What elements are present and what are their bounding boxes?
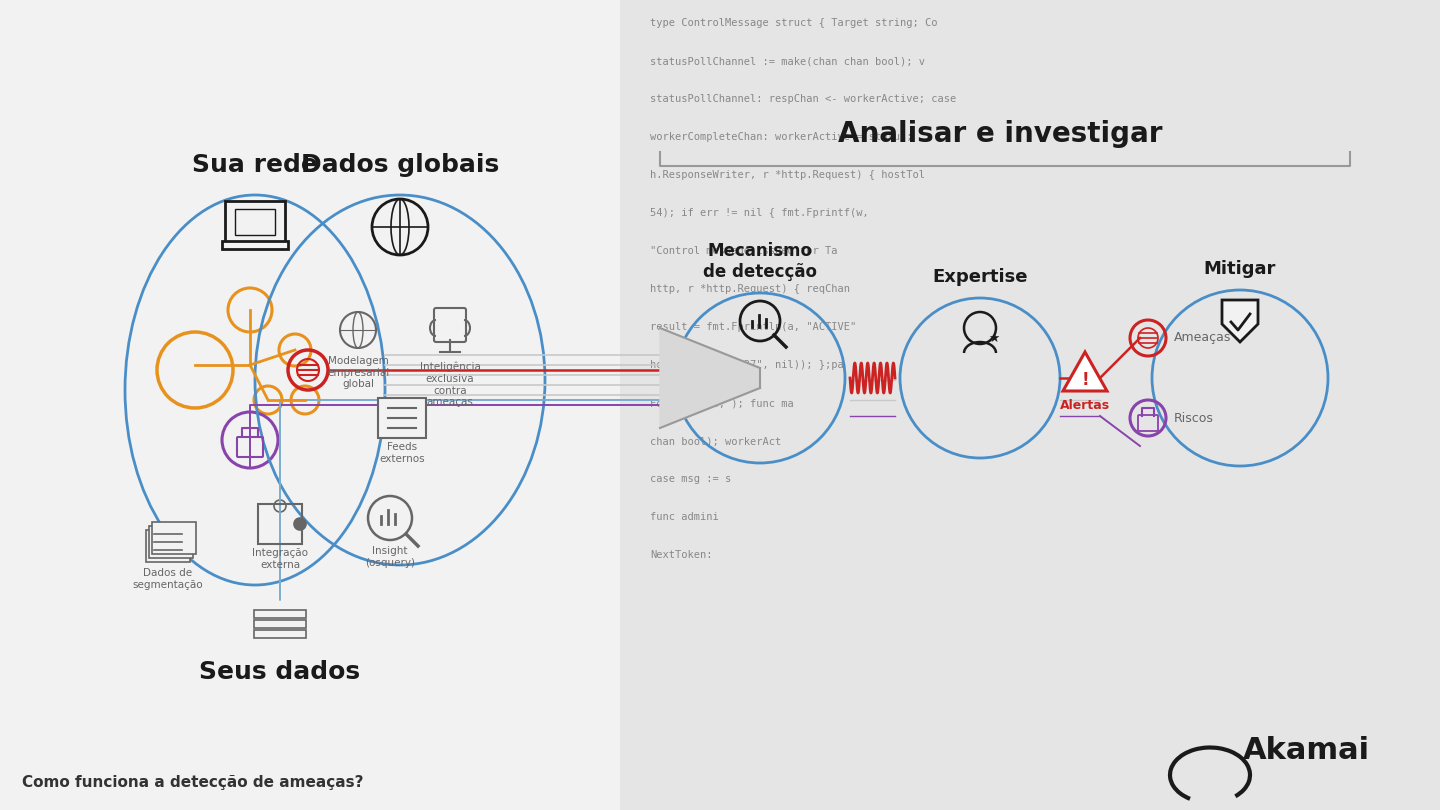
FancyBboxPatch shape bbox=[153, 522, 196, 554]
FancyBboxPatch shape bbox=[148, 526, 193, 558]
Text: Como funciona a detecção de ameaças?: Como funciona a detecção de ameaças? bbox=[22, 775, 363, 790]
Text: http, r *http.Request) { reqChan: http, r *http.Request) { reqChan bbox=[649, 284, 850, 294]
Text: func admini: func admini bbox=[649, 512, 719, 522]
Text: Ameaças: Ameaças bbox=[1174, 331, 1231, 344]
Text: NextToken:: NextToken: bbox=[649, 550, 713, 560]
Text: h.ResponseWriter, r *http.Request) { hostTol: h.ResponseWriter, r *http.Request) { hos… bbox=[649, 170, 924, 180]
Text: Mecanismo
de detecção: Mecanismo de detecção bbox=[703, 242, 816, 281]
Text: statusPollChannel: respChan <- workerActive; case: statusPollChannel: respChan <- workerAct… bbox=[649, 94, 956, 104]
Text: Analisar e investigar: Analisar e investigar bbox=[838, 120, 1162, 148]
Text: Dados globais: Dados globais bbox=[301, 153, 500, 177]
Polygon shape bbox=[1223, 300, 1259, 342]
Polygon shape bbox=[1063, 352, 1107, 391]
Text: workerCompleteChan: workerActive = status;: workerCompleteChan: workerActive = statu… bbox=[649, 132, 913, 142]
Text: Modelagem
empresarial
global: Modelagem empresarial global bbox=[327, 356, 389, 389]
Text: hostServer(":3337", nil)); };pa: hostServer(":3337", nil)); };pa bbox=[649, 360, 844, 370]
Text: ★: ★ bbox=[988, 331, 999, 344]
Text: Feeds
externos: Feeds externos bbox=[379, 442, 425, 463]
Text: Mitigar: Mitigar bbox=[1204, 260, 1276, 278]
Text: Inteligência
exclusiva
contra
ameaças: Inteligência exclusiva contra ameaças bbox=[419, 362, 481, 407]
Text: Akamai: Akamai bbox=[1243, 736, 1369, 765]
FancyBboxPatch shape bbox=[621, 0, 1440, 810]
Text: Integração
externa: Integração externa bbox=[252, 548, 308, 569]
Text: chan bool); workerAct: chan bool); workerAct bbox=[649, 436, 782, 446]
FancyBboxPatch shape bbox=[235, 209, 275, 235]
FancyBboxPatch shape bbox=[377, 398, 426, 438]
Text: "Control message issued for Ta: "Control message issued for Ta bbox=[649, 246, 838, 256]
Text: type ControlMessage struct { Target string; Co: type ControlMessage struct { Target stri… bbox=[649, 18, 937, 28]
FancyBboxPatch shape bbox=[225, 201, 285, 243]
FancyBboxPatch shape bbox=[145, 530, 190, 562]
Polygon shape bbox=[660, 328, 760, 428]
FancyBboxPatch shape bbox=[253, 630, 305, 638]
Text: statusPollChannel := make(chan chan bool); v: statusPollChannel := make(chan chan bool… bbox=[649, 56, 924, 66]
Text: 54); if err != nil { fmt.Fprintf(w,: 54); if err != nil { fmt.Fprintf(w, bbox=[649, 208, 868, 218]
Text: Alertas: Alertas bbox=[1060, 399, 1110, 412]
Text: Fount int64; ); func ma: Fount int64; ); func ma bbox=[649, 398, 793, 408]
Text: Riscos: Riscos bbox=[1174, 411, 1214, 424]
Circle shape bbox=[294, 518, 305, 530]
Text: !: ! bbox=[1081, 371, 1089, 389]
Circle shape bbox=[274, 500, 287, 512]
FancyBboxPatch shape bbox=[253, 620, 305, 628]
Text: Seus dados: Seus dados bbox=[199, 660, 360, 684]
FancyBboxPatch shape bbox=[222, 241, 288, 249]
Text: Sua rede: Sua rede bbox=[192, 153, 318, 177]
Text: Expertise: Expertise bbox=[932, 268, 1028, 286]
Text: Dados de
segmentação: Dados de segmentação bbox=[132, 568, 203, 590]
Text: Insight
(osquery): Insight (osquery) bbox=[364, 546, 415, 568]
Text: result = fmt.Fprintln(a, "ACTIVE": result = fmt.Fprintln(a, "ACTIVE" bbox=[649, 322, 857, 332]
FancyBboxPatch shape bbox=[253, 610, 305, 618]
Text: case msg := s: case msg := s bbox=[649, 474, 732, 484]
